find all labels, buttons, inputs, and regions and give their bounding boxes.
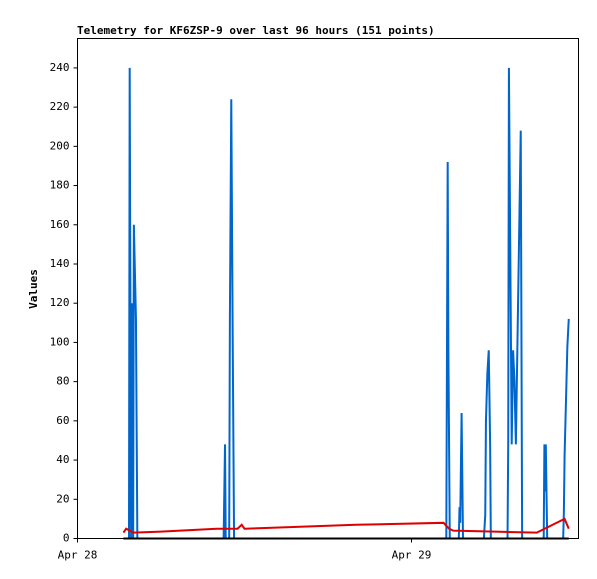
y-tick-label: 60 [56, 414, 69, 427]
y-tick-label: 160 [50, 218, 70, 231]
y-tick-label: 100 [50, 335, 70, 348]
y-tick-label: 80 [56, 375, 69, 388]
y-axis-label: Values [27, 269, 40, 309]
series-line [123, 67, 570, 540]
y-tick-label: 20 [56, 492, 69, 505]
y-tick-label: 200 [50, 139, 70, 152]
y-tick-label: 140 [50, 257, 70, 270]
y-tick-label: 0 [63, 532, 70, 545]
y-tick-label: 40 [56, 453, 69, 466]
y-tick-label: 180 [50, 179, 70, 192]
series-line [122, 517, 570, 534]
plot-frame [77, 38, 579, 539]
x-tick-label: Apr 28 [58, 549, 98, 562]
y-tick-label: 220 [50, 100, 70, 113]
y-tick-label: 240 [50, 61, 70, 74]
chart-title: Telemetry for KF6ZSP-9 over last 96 hour… [77, 24, 435, 37]
y-tick-label: 120 [50, 296, 70, 309]
x-tick-label: Apr 29 [392, 549, 432, 562]
